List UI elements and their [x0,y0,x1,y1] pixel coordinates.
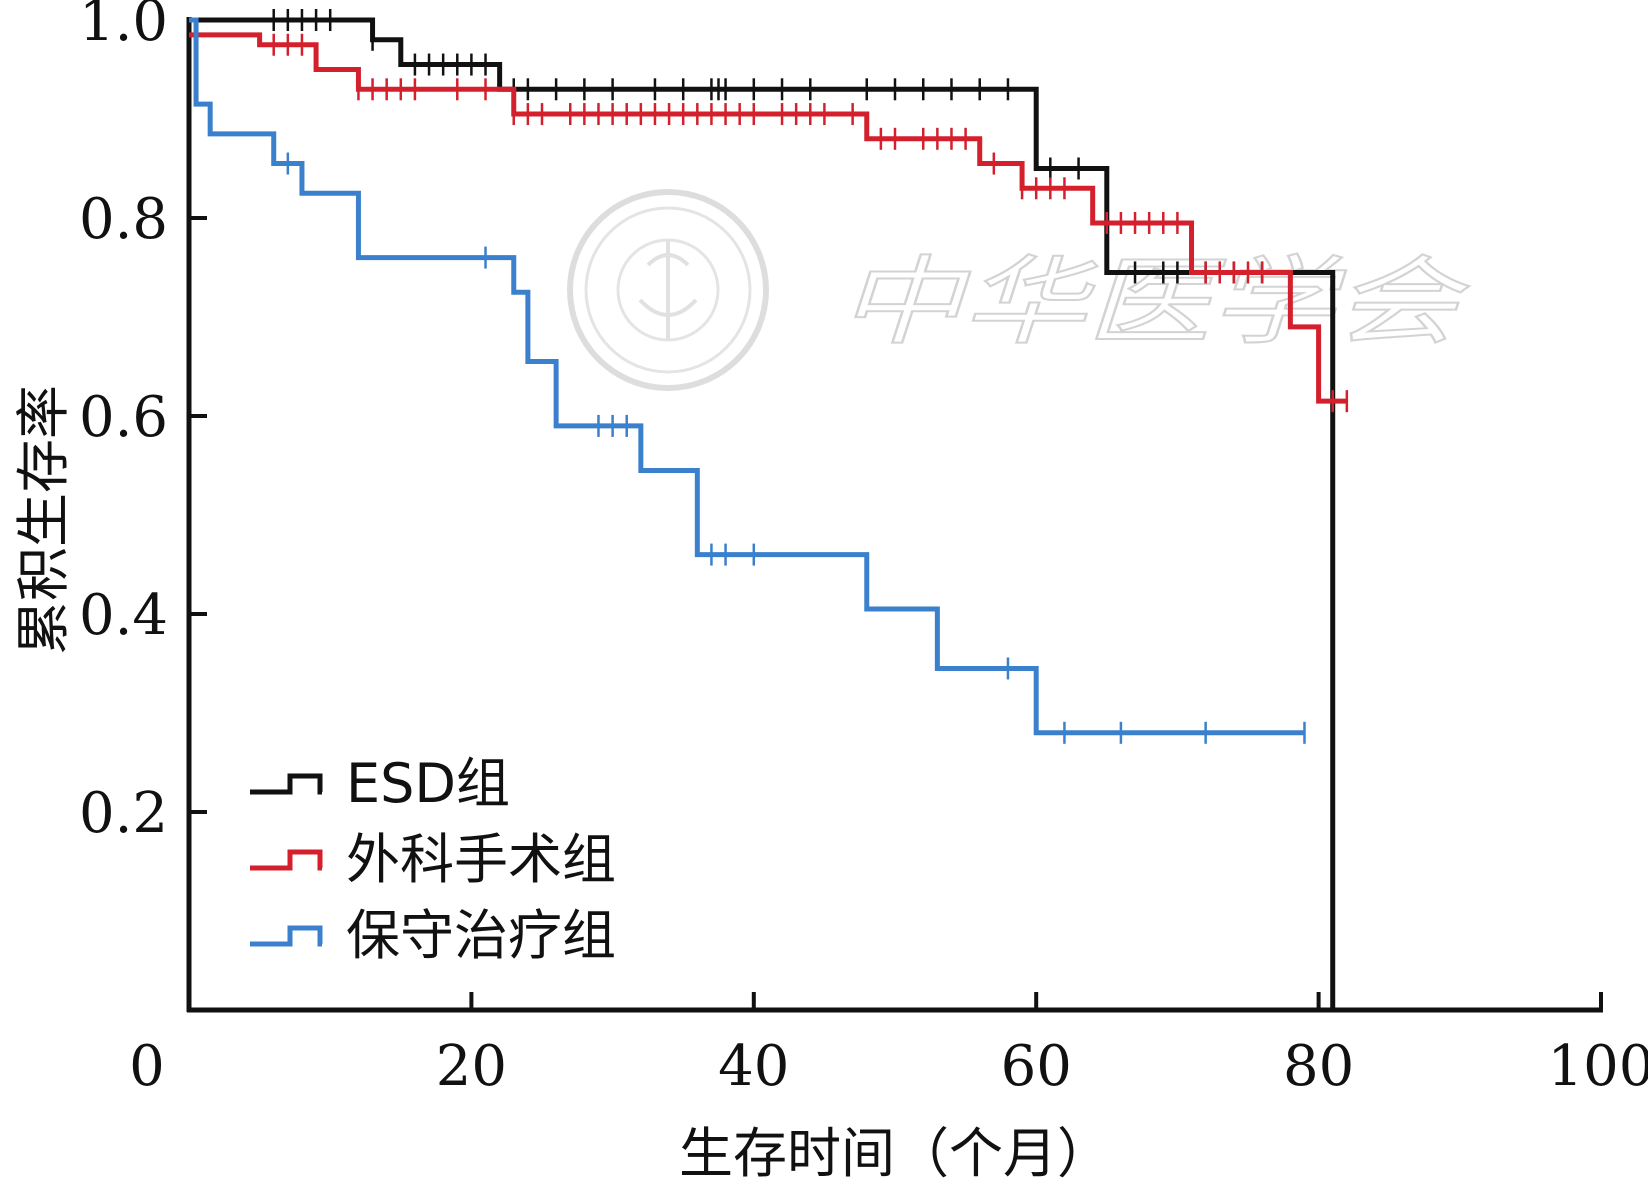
x-tick-label: 60 [1001,1034,1072,1099]
legend-swatch [250,773,323,795]
x-tick-label: 100 [1548,1034,1648,1099]
y-tick-label: 0.4 [79,583,168,648]
x-tick-label: 40 [718,1034,789,1099]
y-axis-title: 累积生存率 [12,385,75,655]
x-tick-label: 80 [1283,1034,1354,1099]
legend-item: 保守治疗组 [250,904,616,967]
x-axis-ticks: 0 20 40 60 80 100 [129,992,1648,1099]
legend-swatch [250,849,323,871]
series-1 [189,32,1349,413]
watermark: 中华医学会 [567,189,1471,391]
legend-label: 外科手术组 [346,828,616,891]
x-axis-title: 生存时间（个月） [679,1122,1111,1185]
x-tick-label: 20 [436,1034,507,1099]
series-2 [189,17,1306,744]
series [189,9,1349,1010]
y-tick-label: 0.2 [79,781,168,846]
legend-label: 保守治疗组 [346,904,616,967]
y-tick-label: 0.8 [79,187,168,252]
survival-curve [189,32,1347,404]
seal-emblem [567,189,769,391]
axes [186,17,1603,1013]
legend-item: ESD组 [250,752,510,815]
y-tick-label: 0.6 [79,385,168,450]
y-axis-ticks: 0.2 0.4 0.6 0.8 1.0 [79,0,207,846]
survival-curve [189,17,1305,736]
y-tick-label: 1.0 [79,0,168,54]
watermark-text: 中华医学会 [838,246,1470,358]
legend-swatch [250,925,323,947]
legend-item: 外科手术组 [250,828,616,891]
legend-label: ESD组 [346,752,510,815]
x-tick-label: 0 [129,1034,165,1099]
